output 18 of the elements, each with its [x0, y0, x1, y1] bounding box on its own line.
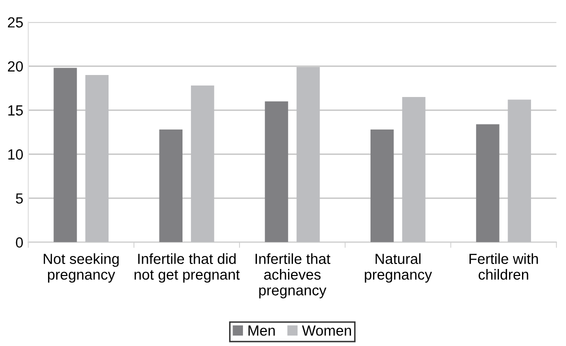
- x-tick-label: Infertile that did not get pregnant: [134, 253, 240, 283]
- y-tick-label: 10: [8, 149, 23, 160]
- legend-label: Men: [248, 326, 275, 336]
- bar: [476, 124, 500, 242]
- legend-label: Women: [302, 326, 351, 336]
- y-tick-label: 15: [8, 105, 23, 116]
- bar: [159, 130, 182, 242]
- y-tick-label: 5: [16, 193, 23, 204]
- y-tick-label: 0: [16, 237, 23, 248]
- x-tick-label: Not seeking pregnancy: [44, 253, 119, 283]
- bar: [54, 68, 77, 242]
- y-tick-label: 20: [8, 61, 23, 72]
- x-tick-label: Infertile that achieves pregnancy: [256, 253, 330, 298]
- x-tick-label: Natural pregnancy: [364, 253, 432, 283]
- x-tick-label: Fertile with children: [470, 253, 538, 280]
- y-tick-label: 25: [8, 17, 23, 28]
- bar: [370, 130, 394, 242]
- bar: [264, 101, 288, 242]
